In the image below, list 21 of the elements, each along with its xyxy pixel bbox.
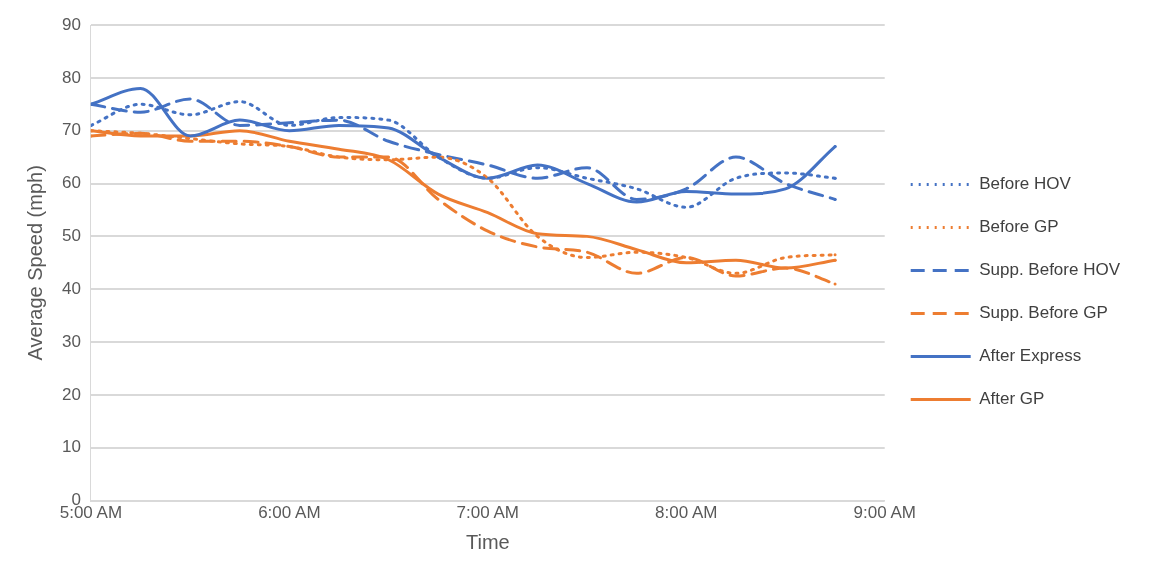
- y-tick-label: 20: [61, 384, 81, 404]
- y-tick-label: 90: [61, 14, 81, 34]
- y-tick-label: 40: [61, 278, 81, 298]
- legend-label: Supp. Before HOV: [979, 260, 1121, 280]
- y-tick-label: 60: [61, 173, 81, 193]
- x-tick-label: 7:00 AM: [456, 503, 519, 523]
- y-tick-label: 80: [61, 67, 81, 87]
- x-tick-label: 6:00 AM: [258, 503, 321, 523]
- legend-label: After GP: [979, 389, 1045, 409]
- legend-label: Before HOV: [979, 174, 1072, 194]
- y-tick-label: 50: [61, 226, 81, 246]
- y-tick-label: 10: [61, 437, 81, 457]
- y-tick-label: 30: [61, 331, 81, 351]
- legend-label: Before GP: [979, 217, 1059, 237]
- y-axis-title: Average Speed (mph): [23, 165, 46, 361]
- y-tick-label: 70: [61, 120, 81, 140]
- x-tick-label: 9:00 AM: [853, 503, 916, 523]
- x-tick-label: 8:00 AM: [655, 503, 718, 523]
- legend-label: After Express: [979, 346, 1082, 366]
- legend-label: Supp. Before GP: [979, 303, 1108, 323]
- x-axis-title: Time: [465, 530, 510, 553]
